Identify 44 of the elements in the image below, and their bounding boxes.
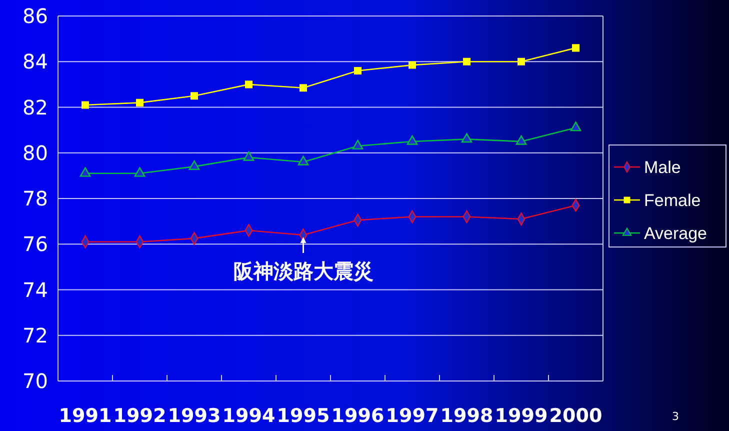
point — [80, 167, 91, 177]
x-tick-label: 1998 — [440, 405, 494, 427]
y-tick-label: 78 — [22, 186, 48, 210]
point — [299, 84, 308, 92]
point — [136, 98, 144, 106]
point — [572, 44, 580, 52]
legend-label: Average — [644, 224, 708, 243]
point — [516, 135, 527, 145]
point — [408, 61, 416, 69]
point — [517, 58, 526, 66]
y-tick-label: 74 — [22, 278, 48, 302]
point — [354, 66, 362, 75]
y-tick-label: 84 — [22, 50, 48, 74]
point — [298, 156, 309, 166]
point — [352, 140, 364, 150]
legend-label: Male — [644, 158, 681, 177]
x-tick-label: 1999 — [494, 405, 548, 427]
x-tick-label: 1992 — [113, 405, 166, 427]
x-tick-label: 1997 — [386, 405, 439, 427]
x-tick-label: 1996 — [331, 405, 384, 427]
point — [462, 58, 471, 66]
y-tick-label: 70 — [22, 369, 48, 393]
legend-label: Female — [644, 190, 701, 210]
point — [243, 151, 254, 161]
point — [188, 160, 200, 170]
text: 3 — [672, 410, 679, 423]
y-tick-label: 82 — [22, 95, 48, 120]
x-tick-label: 1995 — [276, 405, 330, 427]
y-tick-label: 86 — [22, 4, 48, 28]
x-tick-label: 1991 — [58, 405, 112, 427]
x-tick-label: 1994 — [222, 405, 276, 427]
point — [406, 135, 418, 145]
y-tick-label: 80 — [22, 140, 48, 165]
annotation: 阪神淡路大震災 — [233, 259, 374, 283]
point — [244, 80, 253, 88]
point — [570, 122, 582, 132]
x-tick-label: 1993 — [168, 405, 221, 427]
y-tick-label: 72 — [22, 323, 48, 348]
point — [190, 92, 198, 100]
point — [134, 167, 146, 177]
x-tick-label: 2000 — [549, 405, 602, 427]
point — [81, 101, 90, 109]
y-tick-label: 76 — [22, 232, 48, 256]
point — [461, 133, 472, 143]
